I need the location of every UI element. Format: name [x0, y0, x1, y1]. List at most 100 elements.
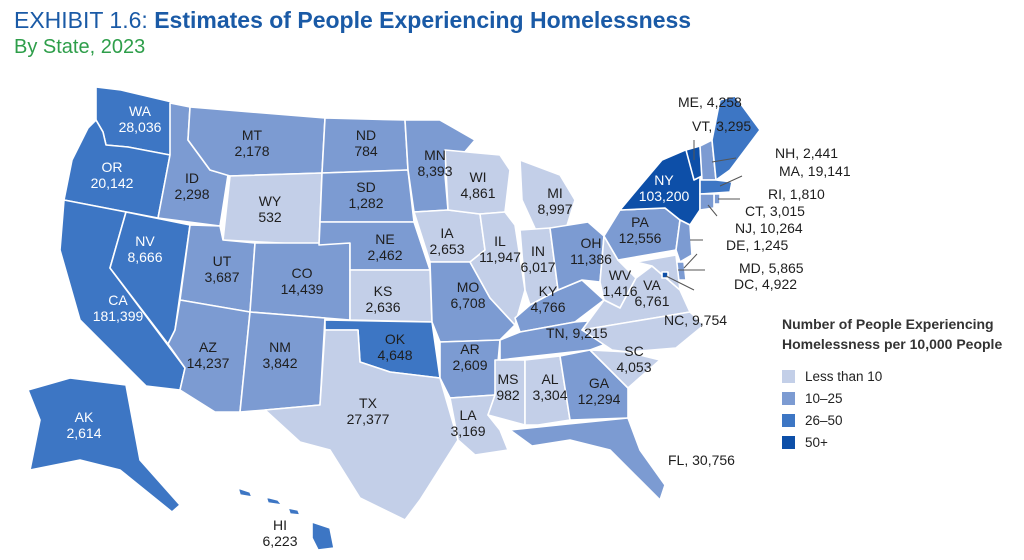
- state-value: 2,653: [429, 241, 464, 257]
- state-label-id: ID 2,298: [174, 170, 209, 202]
- state-label-ri: RI, 1,810: [768, 186, 825, 202]
- state-label-ks: KS 2,636: [365, 283, 400, 315]
- state-label-ok: OK 4,648: [377, 331, 412, 363]
- state-value: 3,295: [716, 118, 751, 134]
- legend-swatch: [782, 391, 795, 405]
- state-label-co: CO 14,439: [281, 265, 324, 297]
- state-value: 6,017: [520, 259, 555, 275]
- state-abbr: IN: [531, 243, 545, 259]
- state-abbr: NM: [269, 339, 291, 355]
- state-label-ca: CA 181,399: [93, 292, 144, 324]
- leader-line-de: [683, 253, 698, 269]
- state-label-in: IN 6,017: [520, 243, 555, 275]
- state-value: 1,810: [790, 186, 825, 202]
- state-label-ar: AR 2,609: [452, 341, 487, 373]
- state-value: 8,666: [127, 249, 162, 265]
- state-value: 4,053: [616, 359, 651, 375]
- state-abbr: ND: [356, 127, 376, 143]
- legend-item: 26–50: [782, 410, 1018, 430]
- state-abbr: WA: [129, 103, 152, 119]
- state-label-nc: NC, 9,754: [664, 312, 727, 328]
- legend-label: 10–25: [805, 390, 843, 406]
- state-label-ct: CT, 3,015: [745, 203, 805, 219]
- state-shapes: [27, 86, 761, 551]
- state-abbr: VA: [643, 277, 661, 293]
- state-label-mt: MT 2,178: [234, 127, 269, 159]
- state-label-fl: FL, 30,756: [668, 452, 735, 468]
- exhibit-title: EXHIBIT 1.6: Estimates of People Experie…: [14, 6, 691, 34]
- state-value: 14,439: [281, 281, 324, 297]
- state-label-ut: UT 3,687: [204, 253, 239, 285]
- state-value: 9,215: [572, 325, 607, 341]
- state-abbr: DC,: [734, 276, 762, 292]
- state-value: 4,861: [460, 185, 495, 201]
- state-value: 4,766: [530, 299, 565, 315]
- state-ms: [487, 359, 526, 426]
- legend-label: 26–50: [805, 412, 843, 428]
- state-abbr: NJ,: [735, 220, 760, 236]
- state-value: 9,754: [692, 312, 727, 328]
- state-value: 14,237: [187, 355, 230, 371]
- state-value: 10,264: [760, 220, 803, 236]
- state-label-hi: HI 6,223: [262, 517, 297, 549]
- state-value: 4,922: [762, 276, 797, 292]
- state-abbr: NY: [654, 172, 674, 188]
- legend-item: Less than 10: [782, 366, 1018, 386]
- state-ga: [559, 349, 629, 421]
- state-value: 784: [354, 143, 378, 159]
- state-value: 2,462: [367, 247, 402, 263]
- state-value: 3,842: [262, 355, 297, 371]
- state-abbr: AK: [75, 409, 94, 425]
- state-abbr: LA: [459, 407, 477, 423]
- state-label-dc: DC, 4,922: [734, 276, 797, 292]
- legend-swatch: [782, 435, 795, 449]
- state-label-md: MD, 5,865: [739, 260, 804, 276]
- state-abbr: CO: [292, 265, 313, 281]
- state-abbr: MN: [424, 147, 446, 163]
- state-abbr: OK: [385, 331, 406, 347]
- state-abbr: AR: [460, 341, 479, 357]
- state-abbr: UT: [213, 253, 232, 269]
- state-label-az: AZ 14,237: [187, 339, 230, 371]
- legend-label: 50+: [805, 434, 828, 450]
- state-value: 2,178: [234, 143, 269, 159]
- state-label-nd: ND 784: [354, 127, 378, 159]
- state-value: 11,386: [570, 251, 612, 267]
- state-abbr: MA,: [779, 163, 808, 179]
- state-label-me: ME, 4,258: [678, 94, 742, 110]
- state-value: 3,015: [770, 203, 805, 219]
- exhibit-subtitle: By State, 2023: [14, 36, 146, 58]
- state-value: 30,756: [692, 452, 735, 468]
- state-label-ny: NY 103,200: [639, 172, 690, 204]
- map-legend: Number of People Experiencing Homelessne…: [782, 314, 1018, 454]
- state-abbr: ME,: [678, 94, 707, 110]
- state-label-de: DE, 1,245: [726, 237, 788, 253]
- state-label-tx: TX 27,377: [347, 395, 390, 427]
- state-value: 6,223: [262, 533, 297, 549]
- exhibit-number: EXHIBIT 1.6:: [14, 7, 148, 33]
- state-value: 4,648: [377, 347, 412, 363]
- label-leader-lines: [665, 140, 743, 291]
- state-value: 20,142: [91, 175, 134, 191]
- state-abbr: KS: [374, 283, 393, 299]
- state-abbr: HI: [273, 517, 287, 533]
- state-label-sd: SD 1,282: [348, 179, 383, 211]
- legend-swatch: [782, 369, 795, 383]
- state-value: 6,708: [450, 295, 485, 311]
- state-value: 27,377: [347, 411, 390, 427]
- state-abbr: WV: [609, 267, 632, 283]
- state-value: 982: [496, 387, 520, 403]
- state-label-nv: NV 8,666: [127, 233, 162, 265]
- state-value: 8,997: [537, 201, 572, 217]
- state-value: 181,399: [93, 308, 144, 324]
- state-label-la: LA 3,169: [450, 407, 485, 439]
- state-abbr: KY: [539, 283, 558, 299]
- state-value: 3,687: [204, 269, 239, 285]
- state-abbr: SD: [356, 179, 375, 195]
- leader-line-nh: [711, 157, 737, 163]
- state-abbr: MI: [547, 185, 563, 201]
- state-label-ia: IA 2,653: [429, 225, 464, 257]
- state-label-ne: NE 2,462: [367, 231, 402, 263]
- state-label-sc: SC 4,053: [616, 343, 651, 375]
